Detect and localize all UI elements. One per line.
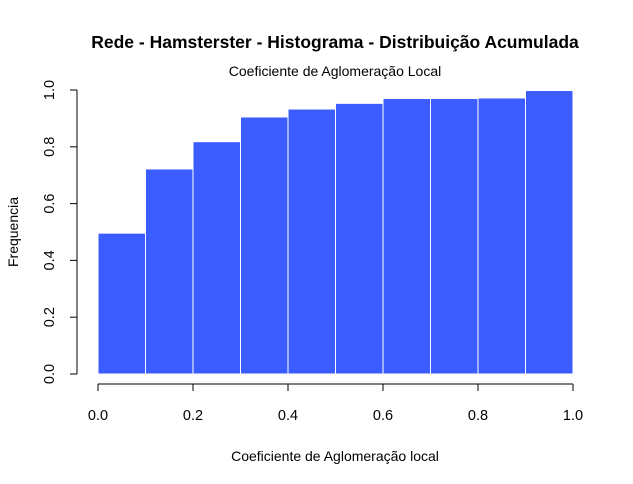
- y-tick-label: 0.2: [42, 307, 58, 327]
- y-tick-label: 1.0: [42, 80, 58, 100]
- y-axis: 0.0 0.2 0.4 0.6 0.8 1.0: [42, 80, 78, 384]
- y-axis-label: Frequencia: [5, 197, 21, 267]
- x-tick-label: 0.6: [373, 408, 393, 424]
- y-tick-label: 0.4: [42, 250, 58, 270]
- y-tick-label: 0.8: [42, 137, 58, 157]
- y-tick-label: 0.6: [42, 194, 58, 214]
- histogram-bar: [430, 98, 479, 375]
- histogram-bar: [382, 98, 431, 375]
- histogram-bar: [145, 168, 194, 375]
- histogram-bar: [477, 97, 526, 375]
- x-tick-label: 0.2: [183, 408, 203, 424]
- histogram-bar: [287, 108, 336, 375]
- histogram-bar: [240, 116, 289, 375]
- x-tick-label: 1.0: [563, 408, 583, 424]
- histogram-bar: [335, 102, 384, 375]
- bars-group: [97, 90, 574, 375]
- histogram-bar: [192, 141, 241, 375]
- chart-subtitle: Coeficiente de Aglomeração Local: [229, 63, 441, 79]
- x-axis: 0.0 0.2 0.4 0.6 0.8 1.0: [88, 383, 583, 424]
- histogram-bar: [97, 232, 146, 375]
- x-tick-label: 0.8: [468, 408, 488, 424]
- chart-title: Rede - Hamsterster - Histograma - Distri…: [91, 32, 579, 52]
- x-tick-label: 0.4: [278, 408, 298, 424]
- x-tick-label: 0.0: [88, 408, 108, 424]
- y-tick-label: 0.0: [42, 364, 58, 384]
- x-axis-label: Coeficiente de Aglomeração local: [231, 448, 439, 464]
- histogram-bar: [525, 90, 574, 375]
